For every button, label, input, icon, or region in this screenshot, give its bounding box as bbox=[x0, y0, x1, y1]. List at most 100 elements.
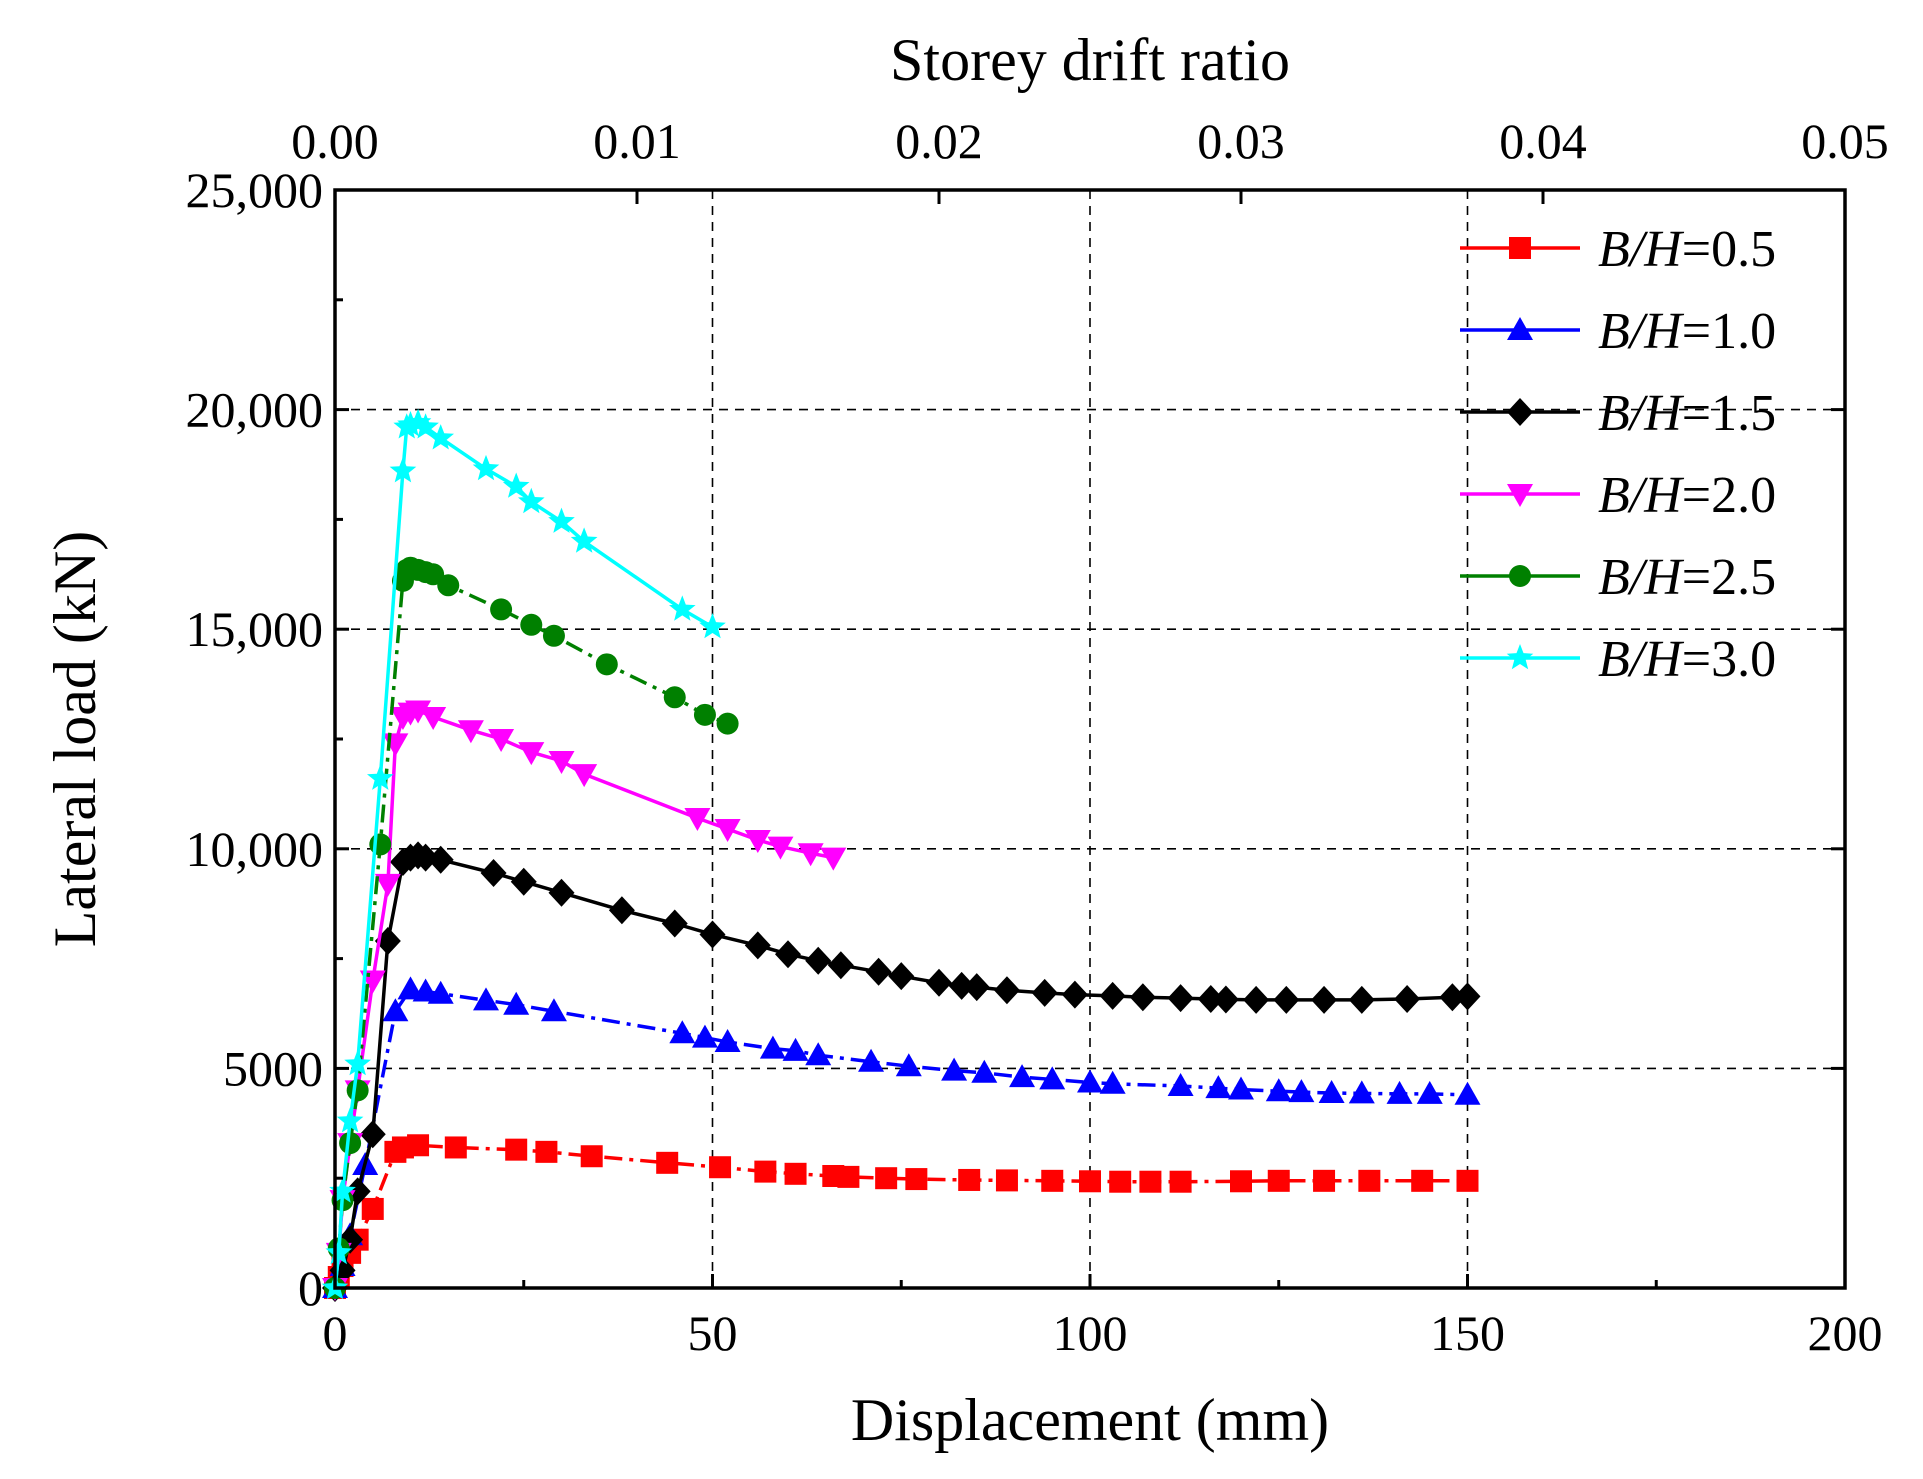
legend-label: B/H=2.0 bbox=[1598, 467, 1776, 524]
data-point bbox=[1079, 1170, 1101, 1193]
series-layer bbox=[321, 408, 1481, 1302]
top-tick-label: 0.01 bbox=[593, 113, 681, 169]
legend-label: B/H=2.5 bbox=[1598, 549, 1776, 606]
data-point bbox=[669, 595, 696, 621]
data-point bbox=[1456, 1169, 1479, 1192]
data-point bbox=[1358, 1169, 1381, 1192]
data-point bbox=[875, 1167, 898, 1190]
data-point bbox=[505, 1138, 528, 1161]
axes: 0 50 100 150 200 0.00 0.01 0.02 0.03 0.04 0.05 0 500… bbox=[186, 113, 1889, 1361]
top-tick-label: 0.05 bbox=[1801, 113, 1889, 169]
data-point bbox=[457, 720, 484, 744]
data-point bbox=[693, 703, 716, 726]
data-point bbox=[405, 700, 432, 724]
data-point bbox=[382, 733, 409, 757]
data-point bbox=[325, 1238, 353, 1265]
data-point bbox=[767, 836, 794, 860]
data-point bbox=[782, 1037, 809, 1061]
data-point bbox=[1288, 1079, 1315, 1103]
legend-item: B/H=3.0 bbox=[1460, 631, 1776, 688]
data-point bbox=[407, 1134, 430, 1157]
y-tick-label: 20,000 bbox=[186, 382, 324, 438]
data-point bbox=[367, 764, 394, 790]
legend-item: B/H=0.5 bbox=[1460, 221, 1776, 278]
x-tick-label: 100 bbox=[1053, 1305, 1128, 1361]
data-point bbox=[805, 946, 832, 975]
x-tick-label: 0 bbox=[323, 1305, 348, 1361]
data-point bbox=[422, 563, 445, 586]
legend-item: B/H=1.0 bbox=[1460, 303, 1776, 360]
legend: B/H=0.5 B/H=1.0 B/H=1.5 B/H=2.0 B/H=2.5 B/H=3… bbox=[1460, 221, 1776, 688]
data-point bbox=[1265, 1078, 1292, 1102]
data-point bbox=[905, 1168, 928, 1191]
data-point bbox=[1009, 1064, 1036, 1088]
top-tick-label: 0.00 bbox=[291, 113, 379, 169]
data-point bbox=[503, 991, 530, 1015]
data-point bbox=[346, 1079, 369, 1102]
data-point bbox=[1318, 1079, 1345, 1103]
data-point bbox=[540, 998, 567, 1022]
data-point bbox=[1348, 1080, 1375, 1104]
data-point bbox=[518, 487, 545, 514]
data-point bbox=[1439, 983, 1466, 1012]
data-point bbox=[336, 1107, 364, 1133]
legend-label: B/H=3.0 bbox=[1598, 631, 1776, 688]
data-point bbox=[397, 411, 424, 437]
data-point bbox=[797, 843, 824, 867]
y-tick-label: 15,000 bbox=[186, 601, 324, 657]
data-point bbox=[502, 472, 530, 498]
data-point bbox=[858, 1048, 885, 1072]
data-point bbox=[1077, 1069, 1103, 1093]
legend-marker bbox=[1509, 565, 1531, 587]
data-point bbox=[427, 980, 454, 1004]
data-point bbox=[437, 574, 460, 597]
data-point bbox=[1230, 1170, 1252, 1193]
data-point bbox=[359, 1120, 386, 1149]
data-point bbox=[699, 613, 726, 639]
data-point bbox=[1041, 1169, 1064, 1192]
data-point bbox=[427, 845, 454, 874]
data-point bbox=[518, 742, 545, 766]
data-point bbox=[1129, 983, 1156, 1012]
data-point bbox=[389, 457, 417, 483]
data-point bbox=[1454, 1081, 1481, 1105]
legend-marker bbox=[1507, 484, 1533, 507]
data-point bbox=[1205, 1075, 1232, 1099]
data-point bbox=[608, 896, 635, 925]
data-point bbox=[420, 707, 447, 731]
data-point bbox=[714, 819, 741, 843]
data-point bbox=[744, 830, 771, 854]
data-point bbox=[993, 976, 1020, 1005]
data-point bbox=[699, 920, 726, 949]
data-point bbox=[1311, 985, 1338, 1014]
series-b-h-0-5 bbox=[324, 1134, 1479, 1299]
data-point bbox=[571, 764, 598, 788]
data-point bbox=[444, 1136, 467, 1159]
x-tick-label: 200 bbox=[1808, 1305, 1883, 1361]
series-line bbox=[333, 987, 1468, 1289]
y-tick-label: 0 bbox=[298, 1260, 323, 1316]
top-tick-label: 0.04 bbox=[1499, 113, 1587, 169]
data-point bbox=[784, 1162, 807, 1185]
data-point bbox=[895, 1053, 922, 1077]
data-point bbox=[754, 1160, 777, 1183]
data-point bbox=[1267, 1169, 1290, 1192]
data-point bbox=[958, 1168, 981, 1191]
data-point bbox=[369, 833, 392, 856]
data-point bbox=[339, 1132, 362, 1155]
data-point bbox=[1169, 1170, 1192, 1193]
data-point bbox=[963, 973, 990, 1002]
legend-item: B/H=1.5 bbox=[1460, 385, 1776, 442]
data-point bbox=[995, 1169, 1018, 1192]
data-point bbox=[1454, 982, 1481, 1011]
data-point bbox=[820, 847, 847, 871]
data-point bbox=[1061, 980, 1088, 1009]
data-point bbox=[542, 624, 565, 647]
data-point bbox=[948, 971, 975, 1000]
data-point bbox=[941, 1057, 968, 1081]
series-b-h-1-0 bbox=[322, 976, 1481, 1298]
data-point bbox=[684, 808, 711, 832]
data-point bbox=[397, 976, 424, 1000]
data-point bbox=[1109, 1170, 1132, 1193]
